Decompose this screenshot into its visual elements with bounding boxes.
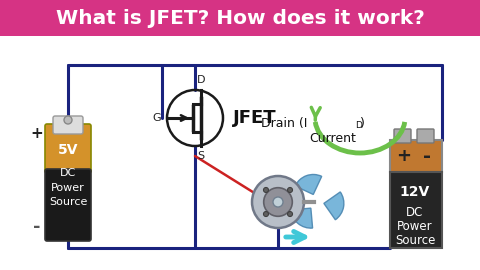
FancyBboxPatch shape	[390, 140, 442, 172]
Circle shape	[273, 197, 283, 207]
Text: -: -	[33, 218, 41, 236]
FancyBboxPatch shape	[394, 129, 411, 143]
Circle shape	[264, 187, 268, 193]
Text: G: G	[153, 113, 161, 123]
Text: DC: DC	[406, 205, 424, 218]
Wedge shape	[295, 174, 322, 194]
Wedge shape	[291, 208, 312, 228]
FancyBboxPatch shape	[0, 0, 480, 36]
Text: D: D	[355, 120, 362, 130]
Text: 5V: 5V	[58, 143, 78, 157]
Text: Source: Source	[49, 197, 87, 207]
Wedge shape	[324, 192, 344, 220]
Text: Current: Current	[310, 131, 357, 144]
Text: DC: DC	[60, 168, 76, 178]
FancyBboxPatch shape	[45, 169, 91, 241]
Text: Source: Source	[395, 234, 435, 247]
Text: Drain (I: Drain (I	[261, 116, 307, 130]
Circle shape	[264, 211, 268, 217]
Text: 12V: 12V	[400, 185, 430, 199]
Circle shape	[252, 176, 304, 228]
Text: +: +	[31, 127, 43, 141]
Circle shape	[64, 116, 72, 124]
Text: D: D	[197, 75, 205, 85]
Circle shape	[288, 187, 292, 193]
Text: JFET: JFET	[233, 109, 276, 127]
Circle shape	[264, 188, 292, 216]
FancyBboxPatch shape	[45, 124, 91, 173]
Text: Power: Power	[397, 220, 433, 232]
FancyBboxPatch shape	[417, 129, 434, 143]
Text: What is JFET? How does it work?: What is JFET? How does it work?	[56, 8, 424, 28]
FancyBboxPatch shape	[390, 172, 442, 248]
Text: -: -	[423, 147, 431, 166]
Text: Power: Power	[51, 183, 85, 193]
Circle shape	[288, 211, 292, 217]
Text: +: +	[396, 147, 411, 165]
Text: S: S	[197, 151, 204, 161]
Text: ): )	[360, 116, 365, 130]
FancyBboxPatch shape	[53, 116, 83, 134]
